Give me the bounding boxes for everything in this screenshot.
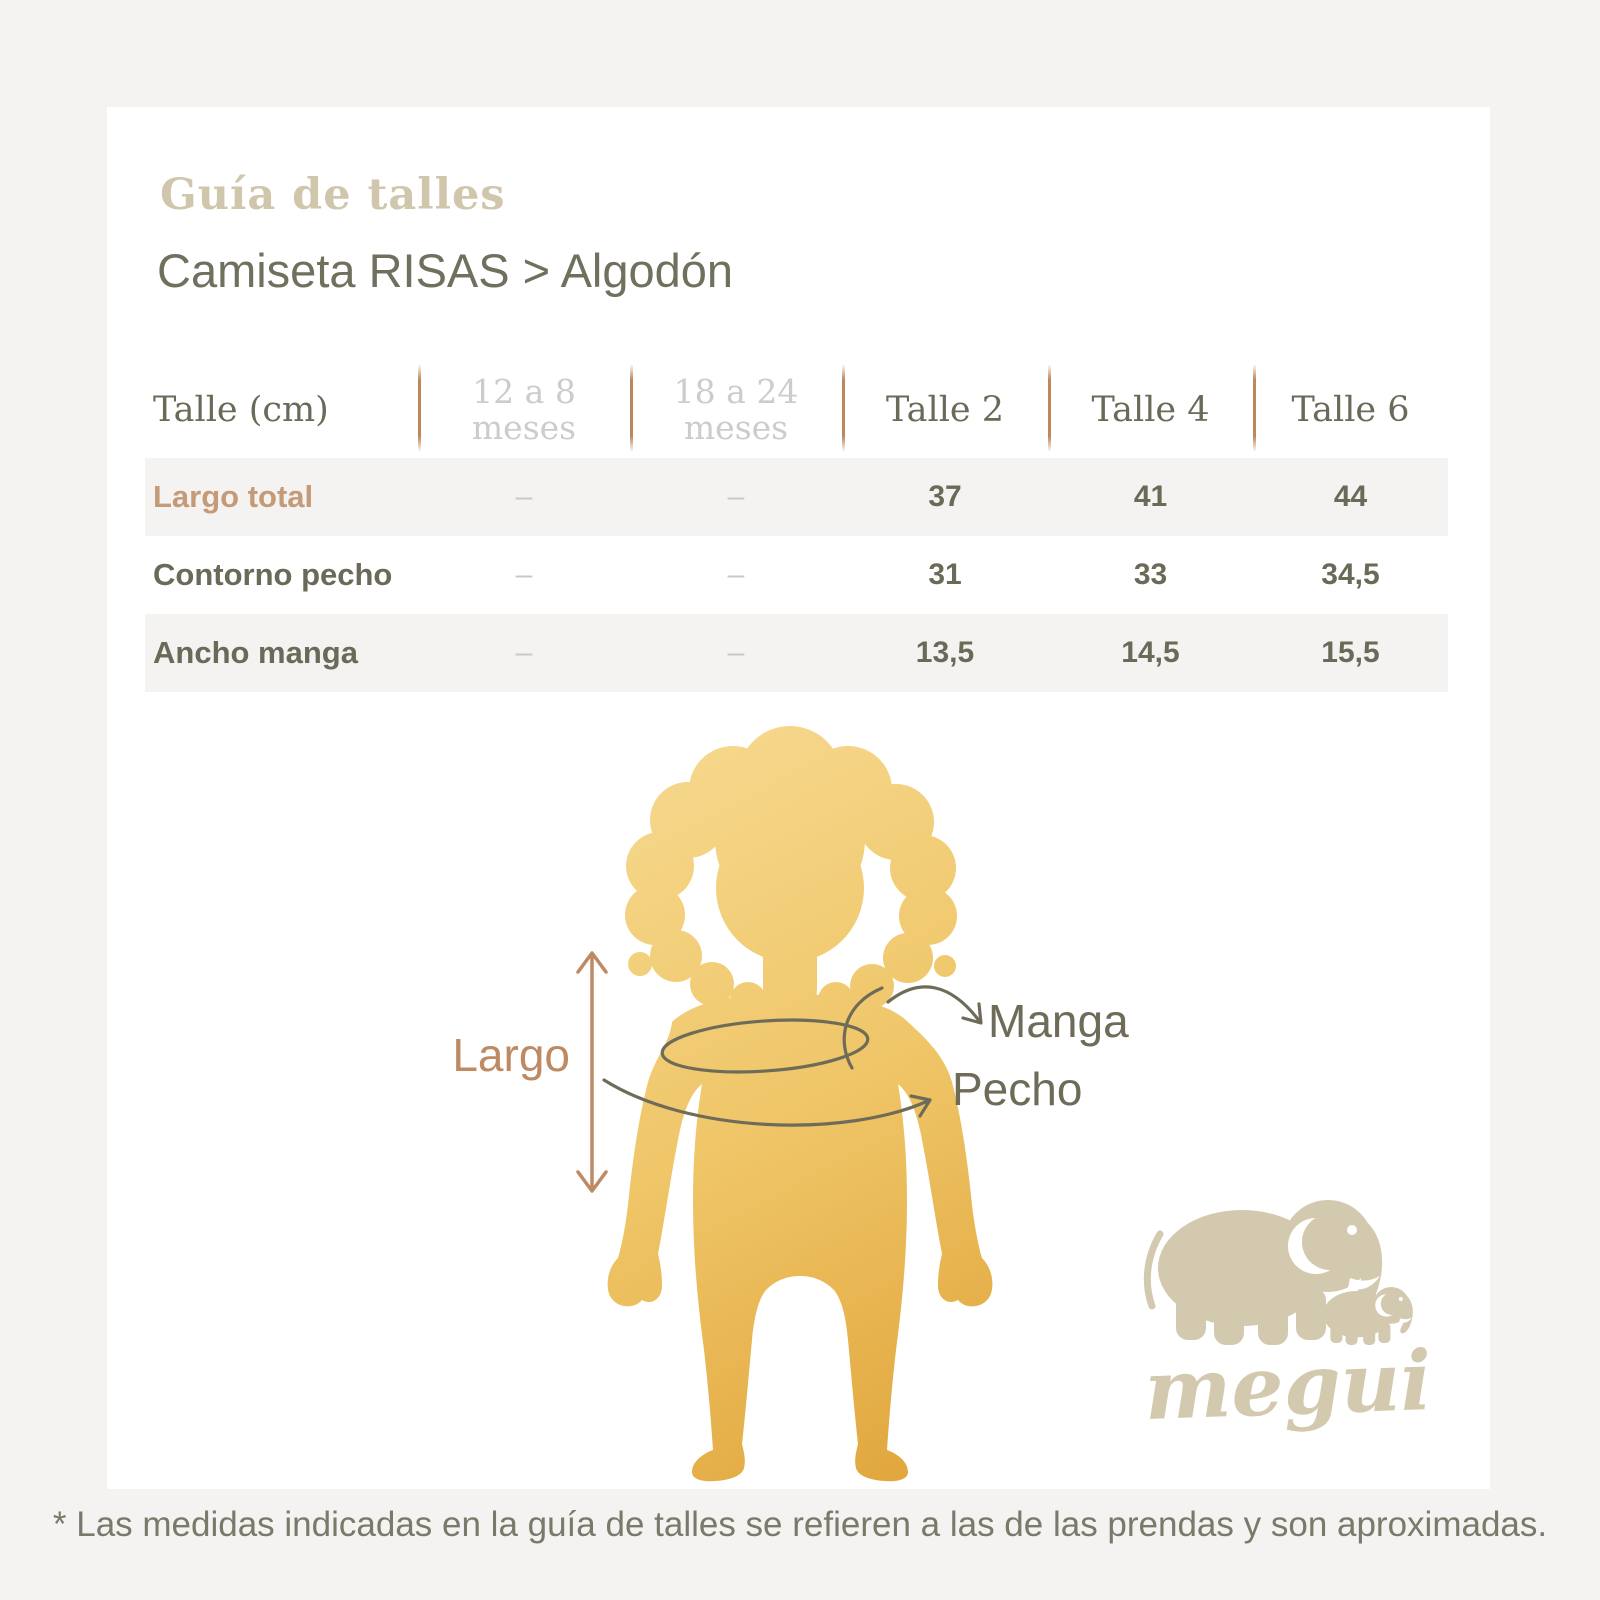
footnote: * Las medidas indicadas en la guía de ta… [52, 1505, 1548, 1544]
column-divider [418, 364, 421, 452]
row-label: Ancho manga [153, 635, 358, 670]
cell-value: 37 [928, 480, 962, 513]
manga-label: Manga [988, 995, 1129, 1047]
cell-value: 14,5 [1121, 636, 1180, 669]
cell-value: 41 [1133, 480, 1168, 513]
row-label: Largo total [153, 479, 314, 514]
cell-value: 33 [1133, 558, 1168, 591]
cell-value: 15,5 [1321, 636, 1380, 669]
column-header-talle-4: Talle 4 [1091, 390, 1210, 430]
page-title: Guía de talles [160, 170, 506, 220]
row-label: Contorno pecho [153, 557, 393, 592]
cell-value: – [727, 558, 745, 591]
pecho-label: Pecho [952, 1063, 1083, 1115]
cell-value: 34,5 [1321, 558, 1380, 591]
table-row-ancho-manga: Ancho manga – – 13,5 14,5 15,5 [145, 614, 1448, 692]
column-divider [1253, 364, 1256, 452]
size-table-header-row: Talle (cm) 12 a 8 meses 18 a 24 meses Ta… [145, 362, 1448, 458]
largo-label: Largo [452, 1029, 570, 1081]
column-header-talle-6: Talle 6 [1291, 390, 1410, 430]
size-table: Talle (cm) 12 a 8 meses 18 a 24 meses Ta… [145, 362, 1448, 692]
cell-value: – [515, 480, 533, 513]
column-header-18-24-meses: 18 a 24 meses [673, 372, 799, 447]
cell-value: – [727, 480, 745, 513]
cell-value: – [515, 558, 533, 591]
cell-value: – [727, 636, 745, 669]
table-row-largo-total: Largo total – – 37 41 44 [145, 458, 1448, 536]
table-row-contorno-pecho: Contorno pecho – – 31 33 34,5 [145, 536, 1448, 614]
column-divider [1048, 364, 1051, 452]
brand-wordmark: megui [1142, 1333, 1434, 1439]
column-header-12-18-meses: 12 a 8 meses [471, 372, 577, 447]
cell-value: 31 [928, 558, 962, 591]
cell-value: 44 [1333, 480, 1368, 513]
product-subtitle: Camiseta RISAS > Algodón [157, 244, 734, 297]
cell-value: 13,5 [915, 636, 975, 669]
size-guide-card [107, 107, 1490, 1489]
column-divider [842, 364, 845, 452]
column-header-measure: Talle (cm) [153, 390, 329, 430]
cell-value: – [515, 636, 533, 669]
column-divider [630, 364, 633, 452]
column-header-talle-2: Talle 2 [886, 390, 1004, 430]
